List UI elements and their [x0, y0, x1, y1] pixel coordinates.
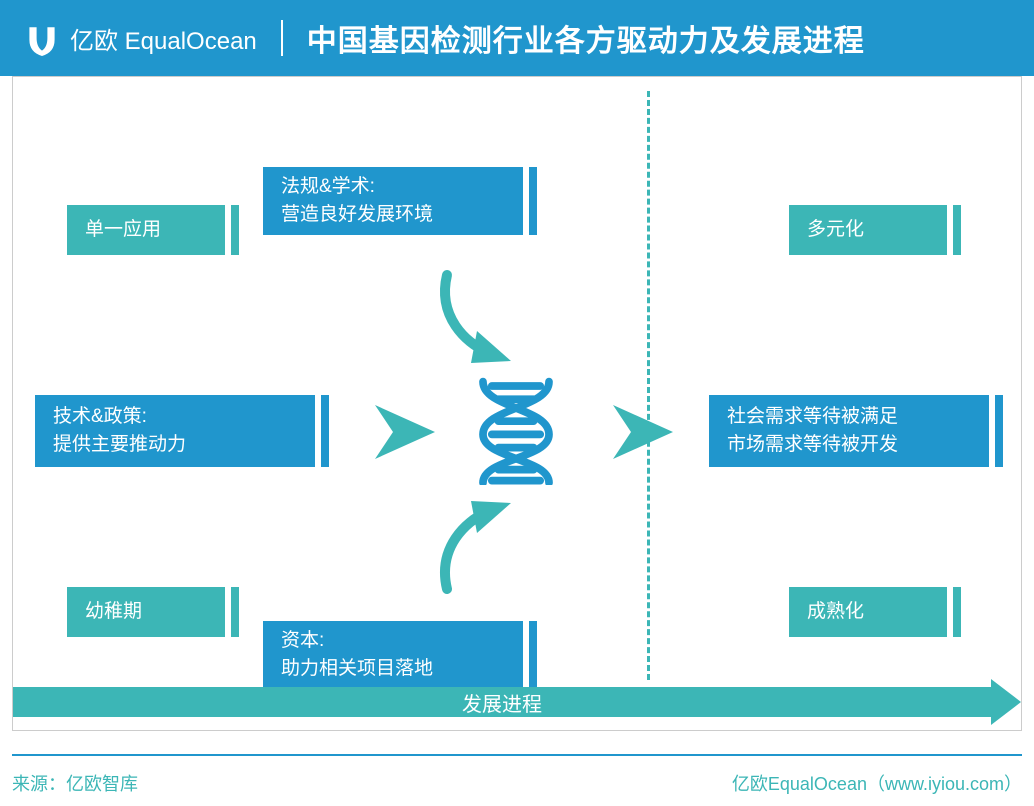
footer: 来源：亿欧智库 亿欧EqualOcean（www.iyiou.com） — [12, 754, 1022, 796]
arrow-right-icon — [613, 405, 673, 459]
footer-brand: 亿欧EqualOcean（www.iyiou.com） — [732, 770, 1022, 796]
header-banner: 亿欧 EqualOcean 中国基因检测行业各方驱动力及发展进程 — [0, 0, 1034, 76]
diagram-area: 单一应用 法规&学术:营造良好发展环境 技术&政策:提供主要推动力 幼稚期 资本… — [12, 76, 1022, 731]
brand-text: 亿欧 EqualOcean — [70, 21, 257, 56]
box-diversified: 多元化 — [789, 205, 947, 255]
progress-arrow: 发展进程 — [13, 682, 1021, 722]
progress-arrowhead-icon — [991, 679, 1021, 725]
curve-arrow-top-icon — [427, 267, 517, 367]
box-social-market-demand: 社会需求等待被满足市场需求等待被开发 — [709, 395, 989, 467]
vertical-divider — [647, 91, 650, 680]
arrow-left-icon — [375, 405, 435, 459]
page-title: 中国基因检测行业各方驱动力及发展进程 — [283, 16, 865, 60]
logo-icon — [24, 20, 60, 56]
progress-label: 发展进程 — [13, 687, 991, 717]
box-tech-policy: 技术&政策:提供主要推动力 — [35, 395, 315, 467]
dna-icon — [461, 375, 571, 485]
box-capital: 资本:助力相关项目落地 — [263, 621, 523, 689]
box-infancy: 幼稚期 — [67, 587, 225, 637]
logo-area: 亿欧 EqualOcean — [24, 20, 283, 56]
box-mature: 成熟化 — [789, 587, 947, 637]
box-regulation-academic: 法规&学术:营造良好发展环境 — [263, 167, 523, 235]
footer-source: 来源：亿欧智库 — [12, 770, 138, 796]
box-single-application: 单一应用 — [67, 205, 225, 255]
curve-arrow-bottom-icon — [427, 497, 517, 597]
